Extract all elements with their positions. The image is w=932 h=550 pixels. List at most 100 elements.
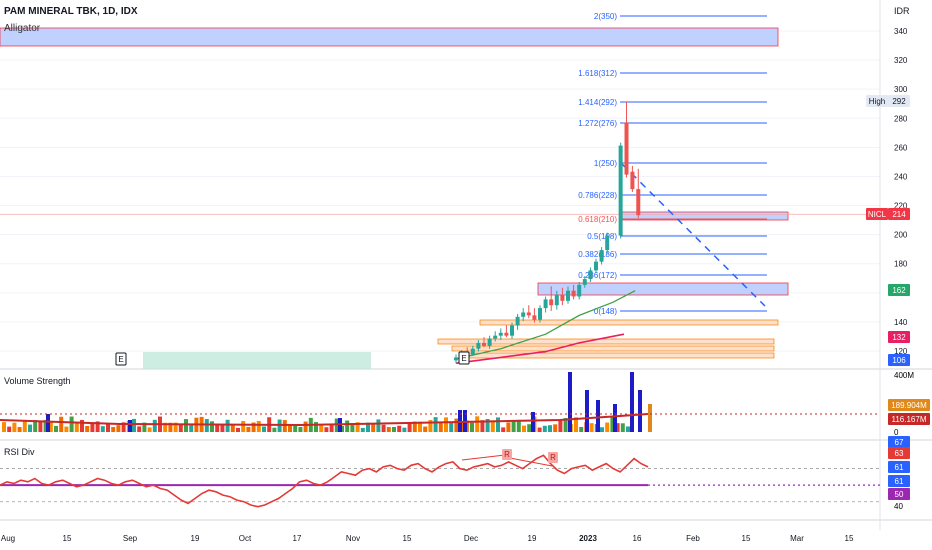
volume-strength-bar (596, 400, 600, 432)
volume-bar (605, 422, 610, 432)
time-tick-label: 15 (845, 534, 854, 543)
volume-bar (7, 426, 12, 432)
rsi-mid-badge (888, 488, 910, 500)
volume-bar (142, 422, 147, 432)
alligator-jaw (455, 333, 625, 364)
volume-bar (324, 427, 329, 432)
volume-bar (241, 420, 246, 432)
volume-strength-bar (128, 420, 132, 432)
volume-bar (428, 420, 433, 432)
volume-badge (888, 399, 930, 411)
volume-bar (251, 422, 256, 432)
volume-bar (553, 424, 558, 432)
volume-bar (574, 417, 578, 432)
rsi-pane-title[interactable]: RSI Div (4, 447, 35, 457)
volume-badge-text: 189.904M (891, 401, 927, 410)
volume-bar (381, 424, 386, 432)
volume-strength-bar (638, 390, 642, 432)
fib-label: 0.382(186) (578, 250, 617, 259)
earnings-marker-label: E (118, 355, 123, 364)
candle-up (498, 332, 503, 336)
volume-bar (412, 421, 417, 432)
price-tick-label: 180 (894, 260, 908, 269)
volume-bar (168, 422, 173, 432)
rsi-value-badge (888, 447, 910, 459)
orange-zone (461, 352, 775, 359)
fib-label: 1.414(292) (578, 98, 617, 107)
volume-bar (516, 419, 521, 432)
volume-bar (33, 420, 38, 432)
volume-bar (319, 424, 324, 432)
orange-zone (437, 338, 775, 345)
volume-bar (371, 423, 376, 432)
price-tick-label: 200 (894, 231, 908, 240)
volume-bar (95, 421, 100, 432)
high-label-badge-text: High (869, 97, 885, 106)
candle-down (624, 122, 629, 175)
time-tick-label: 19 (191, 534, 200, 543)
candle-down (636, 189, 641, 216)
volume-bar (438, 422, 443, 432)
volume-bar (527, 424, 532, 432)
volume-bar (2, 422, 6, 432)
fib-label: 0(148) (594, 307, 617, 316)
symbol-title[interactable]: PAM MINERAL TBK, 1D, IDX (4, 6, 138, 17)
rsi-ma2-badge (888, 475, 910, 487)
volume-bar (470, 422, 474, 432)
time-tick-label: 19 (528, 534, 537, 543)
price-tick-label: 140 (894, 318, 908, 327)
volume-bar (506, 422, 511, 432)
price-tick-label: 240 (894, 172, 908, 181)
time-tick-label: Nov (346, 534, 360, 543)
candle-down (532, 315, 537, 320)
volume-bar (236, 427, 240, 432)
earnings-marker (115, 352, 127, 366)
volume-bar (64, 426, 69, 432)
volume-bar (444, 417, 448, 432)
orange-zone (451, 345, 775, 352)
candle-up (594, 261, 598, 271)
rsi-ma-badge-text: 61 (895, 463, 904, 472)
volume-bar (496, 417, 500, 432)
time-tick-label: 15 (63, 534, 72, 543)
time-tick-label: Feb (686, 534, 700, 543)
volume-bar (522, 425, 526, 432)
time-tick-label: Sep (123, 534, 138, 543)
volume-bar (423, 426, 428, 432)
volume-bar (22, 420, 27, 432)
last-price-badge-text: 214 (892, 210, 906, 219)
candle-up (605, 235, 610, 251)
rsi-value-badge-text: 63 (895, 449, 904, 458)
teeth-price-badge (888, 354, 910, 366)
volume-bar (392, 427, 396, 432)
rsi-divergence-marker (548, 452, 558, 463)
volume-bar (152, 419, 157, 432)
volume-ma-line (0, 413, 649, 427)
fibonacci-levels: 2(350) 1.618(312) 1.414(292) 1.272(276) 1(25… (578, 12, 767, 316)
time-tick-label: Mar (790, 534, 804, 543)
indicator-label[interactable]: Alligator (4, 23, 41, 34)
orange-zone (479, 319, 779, 326)
volume-strength-bar (568, 372, 572, 432)
fib-label: 0.618(210) (578, 215, 617, 224)
rsi-ma2-badge-text: 61 (895, 477, 904, 486)
volume-pane-title[interactable]: Volume Strength (4, 376, 71, 386)
fib-label: 0.236(172) (578, 271, 617, 280)
rsi-divergence-label: R (504, 450, 510, 459)
volume-bar (610, 417, 615, 432)
volume-bar (220, 425, 225, 432)
volume-strength-bar (531, 412, 535, 432)
candle-up (470, 348, 475, 355)
volume-tick-label: 0 (894, 428, 899, 437)
candle-down (560, 295, 565, 301)
fib-label: 2(350) (594, 12, 617, 21)
volume-bar (563, 418, 568, 432)
price-badges: High 292 NICL 214 162 132 106 189.904M 116.167M 6… (866, 95, 930, 500)
candle-up (566, 290, 570, 301)
volume-bar (293, 425, 298, 432)
candle-down (526, 312, 531, 316)
volume-bar (350, 423, 355, 432)
